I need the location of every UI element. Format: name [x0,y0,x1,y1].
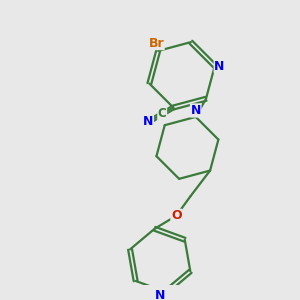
Text: O: O [171,209,181,222]
Text: N: N [155,289,166,300]
Text: N: N [190,104,201,117]
Text: N: N [143,115,153,128]
Text: N: N [214,60,225,73]
Text: Br: Br [148,37,164,50]
Text: C: C [158,107,167,120]
